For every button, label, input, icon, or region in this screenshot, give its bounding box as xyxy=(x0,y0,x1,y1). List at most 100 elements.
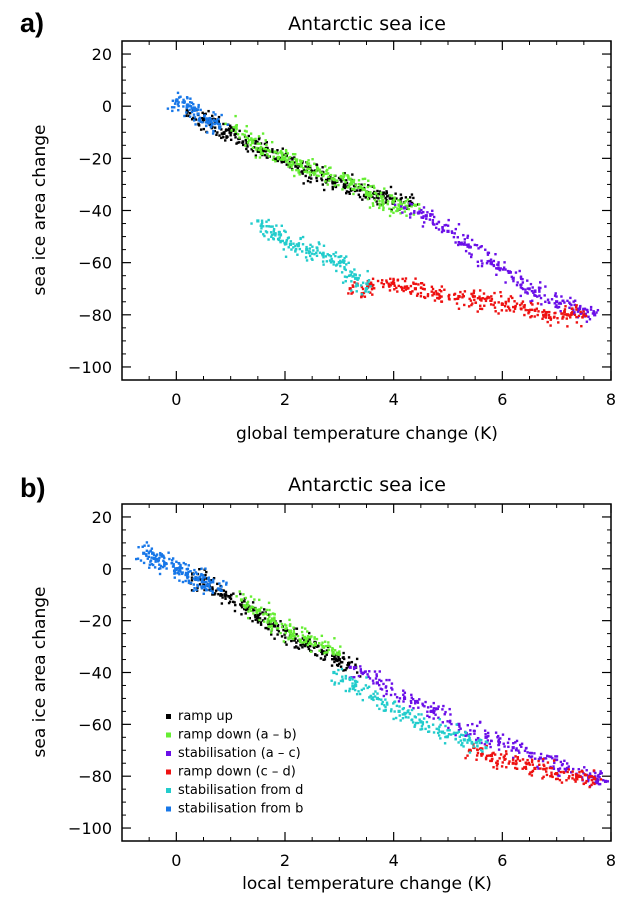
scatter-point xyxy=(500,765,504,768)
scatter-point xyxy=(417,203,421,206)
scatter-point xyxy=(251,149,255,153)
scatter-point xyxy=(372,287,376,290)
scatter-point xyxy=(494,253,497,256)
scatter-point xyxy=(408,213,412,216)
scatter-point xyxy=(585,779,588,783)
scatter-point xyxy=(439,737,442,740)
legend-swatch xyxy=(166,751,171,756)
scatter-point xyxy=(170,106,174,109)
scatter-point xyxy=(265,220,268,223)
scatter-point xyxy=(347,190,351,194)
scatter-point xyxy=(585,320,589,323)
scatter-point xyxy=(350,182,353,185)
scatter-point xyxy=(389,197,392,200)
scatter-point xyxy=(444,710,447,714)
scatter-point xyxy=(464,249,468,253)
scatter-point xyxy=(576,316,580,319)
legend-swatch xyxy=(166,732,171,738)
scatter-point xyxy=(254,156,258,159)
scatter-point xyxy=(212,119,215,122)
scatter-point xyxy=(579,312,582,316)
scatter-point xyxy=(577,768,580,771)
scatter-point xyxy=(571,307,574,310)
scatter-point xyxy=(315,165,319,169)
scatter-point xyxy=(509,271,512,274)
scatter-point xyxy=(517,749,520,752)
data-point xyxy=(191,572,195,576)
data-point xyxy=(272,619,276,623)
scatter-point xyxy=(200,567,203,570)
scatter-point xyxy=(555,758,558,762)
scatter-point xyxy=(490,295,493,298)
scatter-point xyxy=(598,776,601,779)
scatter-point xyxy=(464,731,468,735)
scatter-point xyxy=(390,686,393,690)
scatter-point xyxy=(479,720,482,724)
scatter-point xyxy=(207,109,210,113)
scatter-point xyxy=(296,639,300,642)
scatter-point xyxy=(183,114,186,118)
scatter-point xyxy=(553,761,556,765)
scatter-point xyxy=(158,563,161,566)
scatter-point xyxy=(459,727,462,730)
scatter-point xyxy=(351,678,354,681)
scatter-point xyxy=(304,627,307,630)
scatter-point xyxy=(226,128,229,132)
data-point xyxy=(511,276,515,280)
scatter-point xyxy=(409,292,413,295)
scatter-point xyxy=(343,256,346,260)
scatter-point xyxy=(210,123,214,127)
scatter-point xyxy=(363,177,367,180)
scatter-point xyxy=(480,741,483,745)
scatter-point xyxy=(264,626,267,630)
scatter-point xyxy=(291,168,294,172)
scatter-point xyxy=(414,282,418,286)
scatter-point xyxy=(188,115,192,118)
scatter-point xyxy=(228,595,232,598)
scatter-point xyxy=(305,160,309,164)
scatter-point xyxy=(420,282,424,285)
scatter-point xyxy=(347,663,351,666)
x-tick-label: 8 xyxy=(606,390,616,409)
scatter-point xyxy=(148,563,151,566)
scatter-point xyxy=(367,194,370,198)
scatter-point xyxy=(364,196,367,199)
data-point xyxy=(397,203,401,207)
scatter-point xyxy=(373,695,377,698)
scatter-point xyxy=(187,564,190,567)
scatter-point xyxy=(480,264,484,268)
scatter-point xyxy=(355,680,359,684)
scatter-point xyxy=(397,199,400,202)
scatter-point xyxy=(313,646,316,649)
scatter-point xyxy=(400,202,403,206)
scatter-point xyxy=(252,138,255,141)
scatter-point xyxy=(248,607,252,611)
scatter-point xyxy=(245,124,248,128)
data-point xyxy=(348,177,352,181)
scatter-point xyxy=(155,553,159,556)
scatter-point xyxy=(361,177,365,181)
data-point xyxy=(392,281,396,286)
scatter-point xyxy=(178,562,181,565)
scatter-point xyxy=(440,230,444,234)
scatter-point xyxy=(403,279,407,283)
x-tick-label: 0 xyxy=(171,390,181,409)
scatter-point xyxy=(359,665,362,668)
scatter-point xyxy=(431,723,435,726)
scatter-point xyxy=(552,765,555,768)
scatter-point xyxy=(215,133,218,137)
scatter-point xyxy=(529,300,532,303)
scatter-point xyxy=(299,236,302,240)
scatter-point xyxy=(230,129,233,132)
scatter-point xyxy=(400,205,403,208)
scatter-point xyxy=(284,154,287,157)
data-point xyxy=(457,722,461,726)
scatter-point xyxy=(390,208,393,211)
scatter-point xyxy=(331,259,334,263)
scatter-point xyxy=(580,311,584,315)
scatter-point xyxy=(246,141,250,144)
y-axis: 200−20−40−60−80−100 xyxy=(68,45,611,377)
scatter-point xyxy=(366,686,369,690)
scatter-point xyxy=(299,161,303,165)
scatter-point xyxy=(348,184,351,187)
